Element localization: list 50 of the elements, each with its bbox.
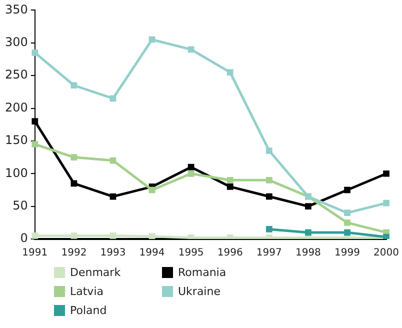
x-tick-label: 1992 (61, 248, 87, 259)
point (70, 232, 78, 239)
point (70, 154, 78, 160)
y-tick-label: 50 (12, 198, 28, 212)
point (32, 141, 38, 148)
point (383, 170, 390, 177)
x-tick-label: 1993 (100, 248, 126, 259)
point (148, 233, 156, 239)
point (188, 46, 194, 53)
point (305, 203, 312, 210)
point (226, 176, 234, 184)
legend-label: Romania (178, 266, 226, 279)
x-tick-label: 1995 (178, 248, 204, 259)
y-tick-label: 250 (5, 68, 28, 82)
x-tick-label: 1998 (295, 248, 321, 259)
point (383, 200, 390, 206)
point (266, 193, 272, 200)
legend-label: Ukraine (178, 285, 220, 298)
point (110, 232, 116, 239)
point (32, 50, 38, 56)
point (266, 226, 272, 232)
point (188, 164, 194, 170)
point (305, 229, 312, 236)
point (344, 210, 350, 216)
y-tick-label: 300 (5, 35, 28, 50)
point (32, 118, 38, 125)
point (226, 184, 234, 190)
point (344, 219, 350, 226)
x-tick-label: 1991 (22, 248, 48, 259)
x-tick-label: 1994 (139, 248, 165, 259)
point (226, 69, 234, 76)
y-tick-label: 100 (5, 166, 28, 180)
point (266, 148, 272, 154)
legend-label: Denmark (70, 266, 121, 279)
y-tick-label: 350 (5, 2, 28, 16)
point (148, 36, 156, 43)
x-tick-label: 1999 (334, 248, 360, 259)
point (188, 170, 194, 177)
legend-label: Latvia (70, 285, 104, 298)
point (344, 186, 350, 194)
point (70, 82, 78, 89)
point (266, 176, 272, 184)
x-tick-label: 2000 (374, 248, 399, 259)
y-tick-label: 200 (5, 100, 28, 114)
x-tick-label: 1996 (217, 248, 243, 259)
y-tick-label: 150 (5, 133, 28, 148)
y-tick-label: 0 (20, 231, 28, 246)
point (344, 229, 350, 236)
legend-label: Poland (70, 304, 107, 317)
x-tick-label: 1997 (256, 248, 282, 259)
